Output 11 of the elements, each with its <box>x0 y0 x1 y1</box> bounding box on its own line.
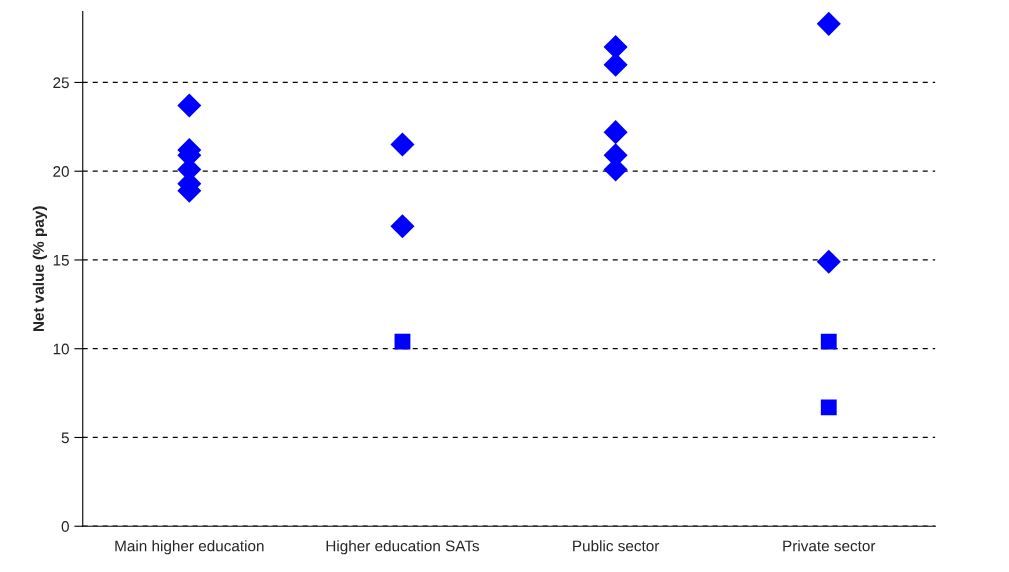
y-axis-title: Net value (% pay) <box>32 206 47 332</box>
y-tick-label: 15 <box>53 254 69 266</box>
x-tick-label: Public sector <box>573 540 660 552</box>
x-tick-label: Main higher education <box>115 540 264 555</box>
y-tick-label: 20 <box>53 166 69 177</box>
y-tick-label: 10 <box>53 343 69 355</box>
y-tick-label: 0 <box>61 521 69 532</box>
x-tick-label: Higher education SATs <box>326 540 480 555</box>
y-tick-label: 25 <box>53 77 69 89</box>
x-tick-label: Private sector <box>783 540 876 552</box>
y-tick-label: 5 <box>61 432 69 444</box>
